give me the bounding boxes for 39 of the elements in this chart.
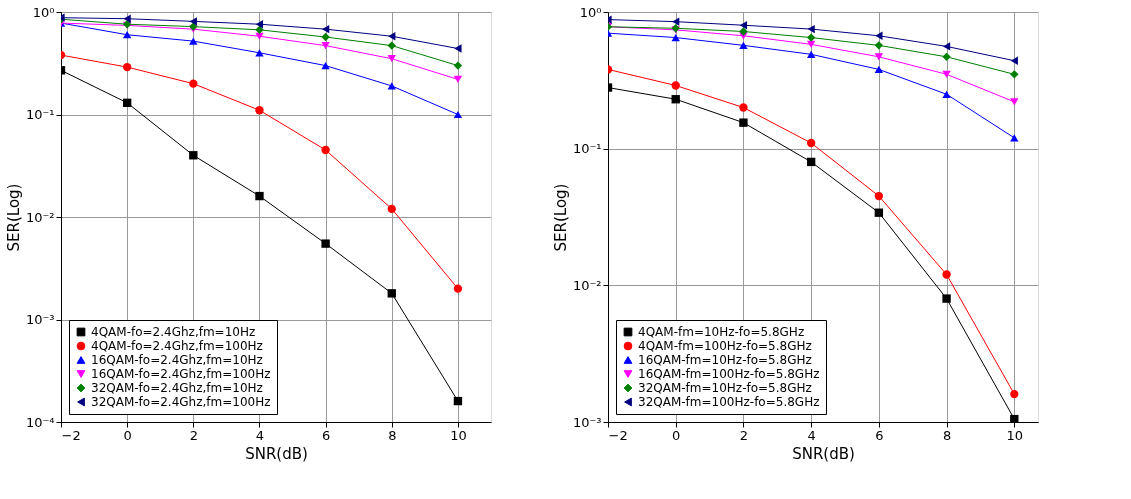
legend-label: 4QAM-fm=100Hz-fo=5.8GHz bbox=[638, 339, 812, 353]
y-tick-label: 10⁻⁴ bbox=[25, 414, 55, 430]
y-tick-label: 10⁻³ bbox=[572, 414, 602, 430]
x-tick-label: −2 bbox=[61, 427, 81, 443]
y-tick-label: 10⁻¹ bbox=[572, 141, 602, 157]
x-tick-label: 6 bbox=[321, 427, 331, 443]
x-tick-label: 8 bbox=[388, 427, 397, 443]
y-axis-title: SER(Log) bbox=[4, 183, 23, 252]
legend-label: 32QAM-fm=10Hz-fo=5.8GHz bbox=[638, 381, 812, 395]
y-tick-label: 10⁻² bbox=[572, 277, 602, 293]
x-axis-title: SNR(dB) bbox=[245, 444, 308, 463]
y-tick-label: 10⁻³ bbox=[25, 312, 55, 327]
x-tick-label: −2 bbox=[608, 427, 628, 443]
x-tick-label: 0 bbox=[123, 427, 132, 443]
legend-label: 16QAM-fm=100Hz-fo=5.8GHz bbox=[638, 367, 820, 381]
x-tick-label: 10 bbox=[1006, 427, 1024, 443]
legend-label: 32QAM-fm=100Hz-fo=5.8GHz bbox=[638, 395, 820, 409]
y-tick-label: 10⁰ bbox=[579, 4, 602, 20]
y-axis-title: SER(Log) bbox=[551, 183, 570, 252]
legend-label: 32QAM-fo=2.4Ghz,fm=100Hz bbox=[91, 395, 271, 409]
legend-label: 16QAM-fo=2.4Ghz,fm=100Hz bbox=[91, 367, 271, 381]
x-tick-label: 8 bbox=[942, 427, 952, 443]
x-tick-label: 4 bbox=[807, 427, 816, 443]
x-tick-label: 10 bbox=[450, 427, 467, 443]
x-tick-label: 2 bbox=[189, 427, 198, 443]
x-axis-title: SNR(dB) bbox=[792, 444, 855, 463]
legend-label: 32QAM-fo=2.4Ghz,fm=10Hz bbox=[91, 381, 263, 395]
y-tick-label: 10⁰ bbox=[32, 4, 55, 20]
x-tick-label: 0 bbox=[672, 427, 681, 443]
y-tick-label: 10⁻² bbox=[25, 209, 55, 225]
legend-label: 16QAM-fm=10Hz-fo=5.8GHz bbox=[638, 353, 812, 367]
x-tick-label: 2 bbox=[739, 427, 749, 443]
x-tick-label: 6 bbox=[875, 427, 884, 443]
legend-label: 4QAM-fm=10Hz-fo=5.8GHz bbox=[638, 325, 805, 339]
legend-label: 4QAM-fo=2.4Ghz,fm=10Hz bbox=[91, 325, 256, 339]
legend-label: 16QAM-fo=2.4Ghz,fm=10Hz bbox=[91, 353, 263, 367]
legend-label: 4QAM-fo=2.4Ghz,fm=100Hz bbox=[91, 339, 263, 353]
y-tick-label: 10⁻¹ bbox=[25, 107, 55, 122]
x-tick-label: 4 bbox=[255, 427, 265, 443]
